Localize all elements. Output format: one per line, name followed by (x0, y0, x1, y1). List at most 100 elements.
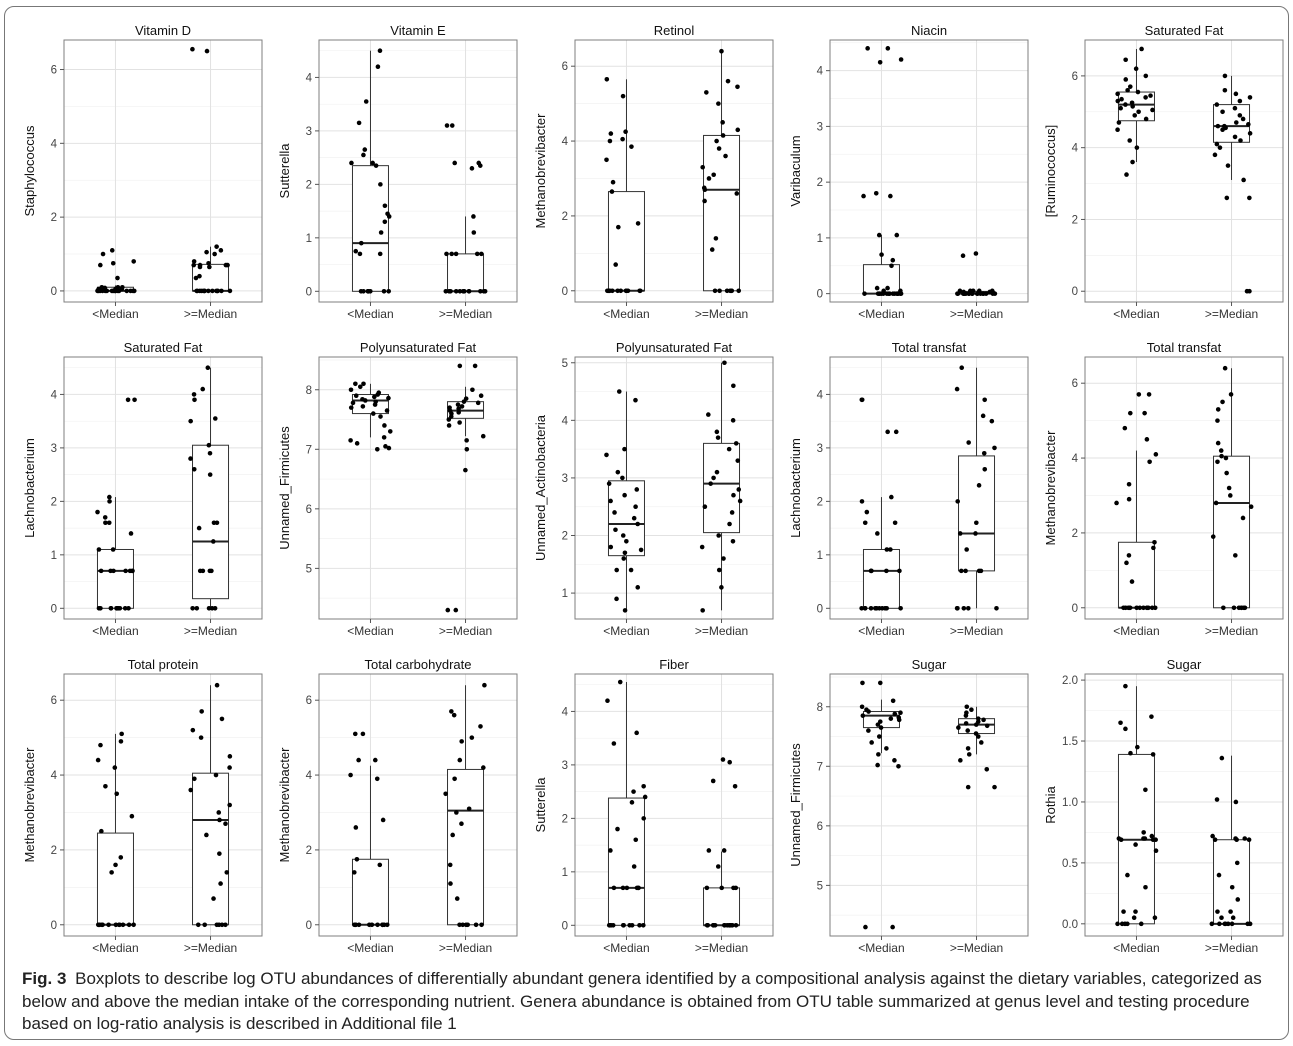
data-point (1237, 98, 1243, 104)
data-point (1123, 57, 1128, 63)
figure-caption: Fig. 3 Boxplots to describe log OTU abun… (22, 968, 1277, 1036)
x-tick-label: >=Median (184, 941, 237, 955)
panel-border (829, 356, 1029, 620)
data-point (446, 423, 452, 428)
x-tick-label: <Median (858, 624, 904, 638)
data-point (378, 182, 383, 187)
data-point (108, 606, 114, 611)
data-point (638, 547, 644, 553)
data-point (720, 133, 726, 138)
y-tick-label: 8 (817, 702, 823, 714)
data-point (375, 64, 381, 70)
data-point (219, 716, 225, 722)
data-point (373, 399, 378, 404)
data-point (1127, 410, 1133, 416)
data-point (637, 923, 642, 928)
x-tick-label: <Median (603, 941, 649, 955)
data-point (608, 544, 614, 550)
data-point (605, 698, 610, 704)
y-tick-label: 2.0 (1062, 675, 1078, 687)
data-point (448, 289, 453, 294)
data-point (898, 288, 903, 294)
boxplot-panel: 0 1 2 3 4 <Median >=Median Fiber Sutterella (533, 657, 774, 955)
data-point (461, 289, 467, 294)
data-point (476, 160, 482, 166)
y-tick-label: 3 (817, 443, 823, 455)
panel-background (64, 674, 262, 936)
panel-border (1084, 39, 1284, 303)
data-point (471, 214, 476, 219)
data-point (95, 757, 101, 763)
y-tick-label: 4 (1072, 143, 1079, 155)
data-point (623, 129, 628, 134)
panel-title: Niacin (911, 23, 947, 38)
data-point (449, 251, 454, 257)
data-point (1131, 915, 1137, 921)
data-point (463, 467, 468, 473)
data-point (956, 725, 961, 730)
data-point (730, 418, 736, 423)
data-point (961, 606, 967, 611)
data-point (365, 289, 371, 294)
y-tick-label: 0 (817, 603, 823, 615)
data-point (129, 813, 135, 819)
x-tick-label: >=Median (950, 941, 1003, 955)
data-point (1233, 836, 1238, 841)
data-point (1126, 496, 1132, 502)
data-point (125, 397, 131, 403)
data-point (869, 740, 874, 745)
data-point (1215, 407, 1221, 412)
data-point (975, 716, 981, 721)
y-axis-label: [Ruminococcus] (1043, 125, 1058, 217)
data-point (190, 727, 196, 733)
data-point (964, 547, 969, 552)
data-point (204, 48, 210, 54)
data-point (1214, 141, 1220, 147)
data-point (1213, 500, 1219, 506)
box-iqr (1117, 541, 1155, 609)
data-point (609, 189, 615, 194)
data-point (190, 46, 195, 52)
data-point (453, 607, 459, 613)
panel-background (830, 357, 1028, 619)
figure-frame (4, 6, 1289, 1040)
data-point (475, 400, 481, 406)
boxplot-panel: 0 1 2 3 4 <Median >=Median Total transfat Lachno… (788, 340, 1029, 638)
y-tick-label: 4 (817, 389, 824, 401)
data-point (358, 289, 364, 294)
y-axis-label: Lachnobacterium (788, 438, 803, 538)
data-point (963, 568, 968, 574)
data-point (456, 406, 461, 412)
data-point (1150, 107, 1155, 113)
data-point (376, 390, 382, 396)
data-point (890, 924, 895, 930)
data-point (898, 710, 903, 716)
y-axis-label: Methanobrevibacter (22, 747, 37, 863)
data-point (1143, 95, 1148, 100)
data-point (873, 190, 879, 196)
data-point (620, 93, 626, 99)
data-point (1218, 448, 1224, 453)
panel-border (318, 356, 518, 620)
data-point (1216, 872, 1222, 878)
data-point (1219, 915, 1224, 921)
data-point (637, 288, 643, 294)
panel-background (575, 674, 773, 936)
data-point (213, 772, 219, 778)
x-tick-label: >=Median (439, 941, 492, 955)
data-point (714, 429, 720, 435)
data-point (734, 191, 740, 196)
y-tick-label: 0 (51, 286, 57, 298)
data-point (1233, 553, 1238, 558)
data-point (1118, 720, 1123, 726)
data-point (382, 203, 388, 209)
data-point (976, 483, 982, 488)
panel-border (318, 39, 518, 303)
data-point (876, 734, 882, 739)
data-point (370, 411, 376, 416)
data-point (1119, 96, 1124, 102)
data-point (727, 759, 732, 765)
data-point (716, 567, 722, 573)
data-point (1221, 605, 1226, 611)
data-point (372, 757, 378, 763)
